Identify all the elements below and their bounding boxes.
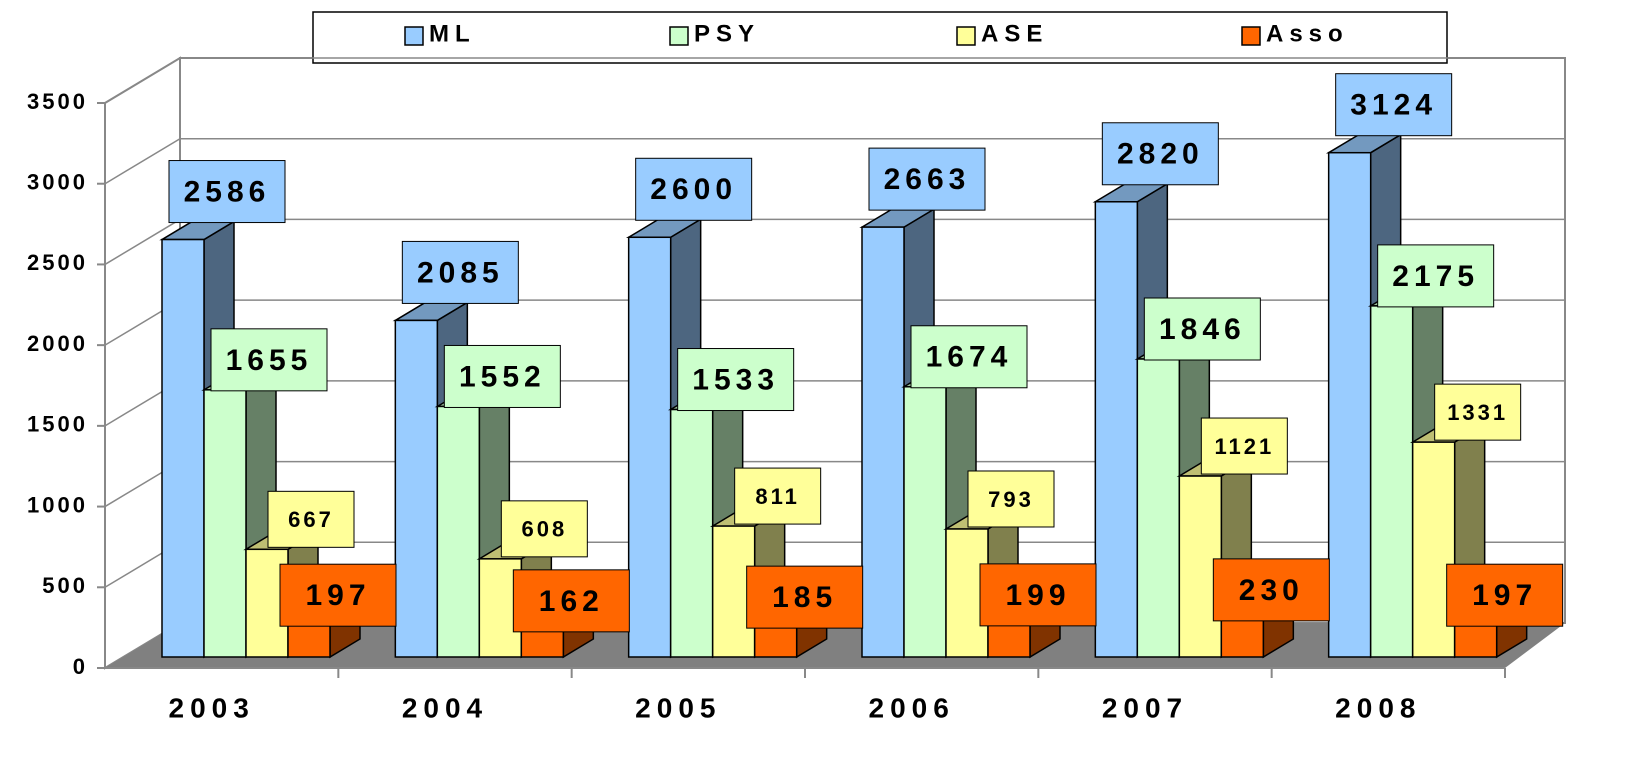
legend-label: ASE [981, 20, 1048, 47]
value-label: 1533 [692, 363, 779, 396]
value-label: 2600 [650, 173, 737, 206]
bar [903, 386, 947, 658]
value-label: 2586 [184, 175, 271, 208]
x-tick-label: 2003 [169, 692, 255, 723]
value-label: 197 [1472, 579, 1537, 612]
value-label-box [979, 563, 1097, 627]
bar [436, 405, 481, 658]
value-label-box [279, 563, 397, 627]
bar [203, 389, 247, 658]
value-label: 199 [1005, 579, 1070, 612]
bar [1094, 201, 1139, 658]
bar [861, 226, 905, 658]
bar [394, 319, 439, 658]
value-label-box [1446, 563, 1564, 627]
value-label-box [635, 157, 753, 221]
value-label-box [1143, 297, 1261, 361]
y-tick-label: 1500 [27, 412, 88, 437]
bar [627, 236, 672, 658]
value-label-box [1434, 383, 1522, 441]
value-label-box [1200, 417, 1288, 475]
value-label-box [1377, 244, 1495, 308]
legend-label: Asso [1266, 20, 1349, 47]
value-label-box [512, 569, 630, 633]
value-label: 230 [1239, 574, 1304, 607]
value-label-box [910, 325, 1028, 389]
legend-swatch [956, 26, 976, 46]
value-label-box [267, 490, 355, 548]
value-label: 1846 [1159, 313, 1246, 346]
bar [987, 624, 1031, 658]
value-label-box [1101, 122, 1219, 186]
value-label: 2820 [1117, 138, 1204, 171]
value-label-box [1212, 558, 1330, 622]
value-label-box [401, 240, 519, 304]
bar [753, 626, 798, 658]
value-label: 3124 [1350, 89, 1437, 122]
y-tick-label: 0 [73, 654, 88, 679]
value-label: 793 [988, 487, 1034, 512]
bar [1369, 305, 1414, 658]
value-label: 667 [288, 507, 334, 532]
x-tick-label: 2007 [1102, 692, 1188, 723]
grid-line [104, 57, 1565, 104]
bar [669, 408, 714, 658]
y-tick-label: 2500 [27, 250, 88, 275]
value-label-box [746, 565, 864, 629]
value-label-box [168, 160, 286, 224]
value-label: 1655 [226, 344, 313, 377]
value-label: 608 [521, 517, 567, 542]
x-tick-label: 2008 [1335, 692, 1421, 723]
value-label: 162 [539, 585, 604, 618]
labels: 2586 1655 667 197 2085 1552 608 162 2600 1533 811 1… [168, 73, 1564, 633]
value-label-box [500, 500, 588, 558]
legend-swatch [1241, 26, 1261, 46]
value-label: 2663 [884, 163, 971, 196]
value-label-box [443, 344, 561, 408]
legend-label: ML [429, 20, 476, 47]
bar [520, 630, 565, 658]
value-label: 185 [772, 581, 837, 614]
value-label-box [967, 470, 1055, 528]
bar [161, 238, 205, 658]
value-label-box [1335, 73, 1453, 137]
y-tick-label: 500 [42, 573, 88, 598]
bar [1327, 151, 1372, 658]
value-label-box [734, 467, 822, 525]
x-tick-label: 2005 [635, 692, 721, 723]
x-tick-label: 2004 [402, 692, 488, 723]
value-label: 1331 [1447, 400, 1508, 425]
legend-label: PSY [694, 20, 760, 47]
y-tick-label: 1000 [27, 492, 88, 517]
value-label: 1552 [459, 360, 546, 393]
value-label-box [677, 348, 795, 412]
value-label: 1121 [1214, 434, 1274, 459]
y-tick-label: 3500 [27, 89, 88, 114]
bar [1220, 619, 1265, 658]
value-label: 1674 [926, 341, 1013, 374]
value-label: 811 [755, 484, 800, 509]
y-tick-label: 3000 [27, 170, 88, 195]
y-tick-label: 2000 [27, 331, 88, 356]
legend-swatch [404, 26, 424, 46]
bar [1136, 358, 1181, 658]
legend-swatch [669, 26, 689, 46]
value-label-box [210, 328, 328, 392]
value-label-box [868, 147, 986, 211]
value-label: 2175 [1392, 260, 1479, 293]
value-label: 2085 [417, 256, 504, 289]
value-label: 197 [305, 579, 370, 612]
bar [1453, 624, 1498, 658]
bar [287, 624, 331, 658]
x-tick-label: 2006 [869, 692, 955, 723]
